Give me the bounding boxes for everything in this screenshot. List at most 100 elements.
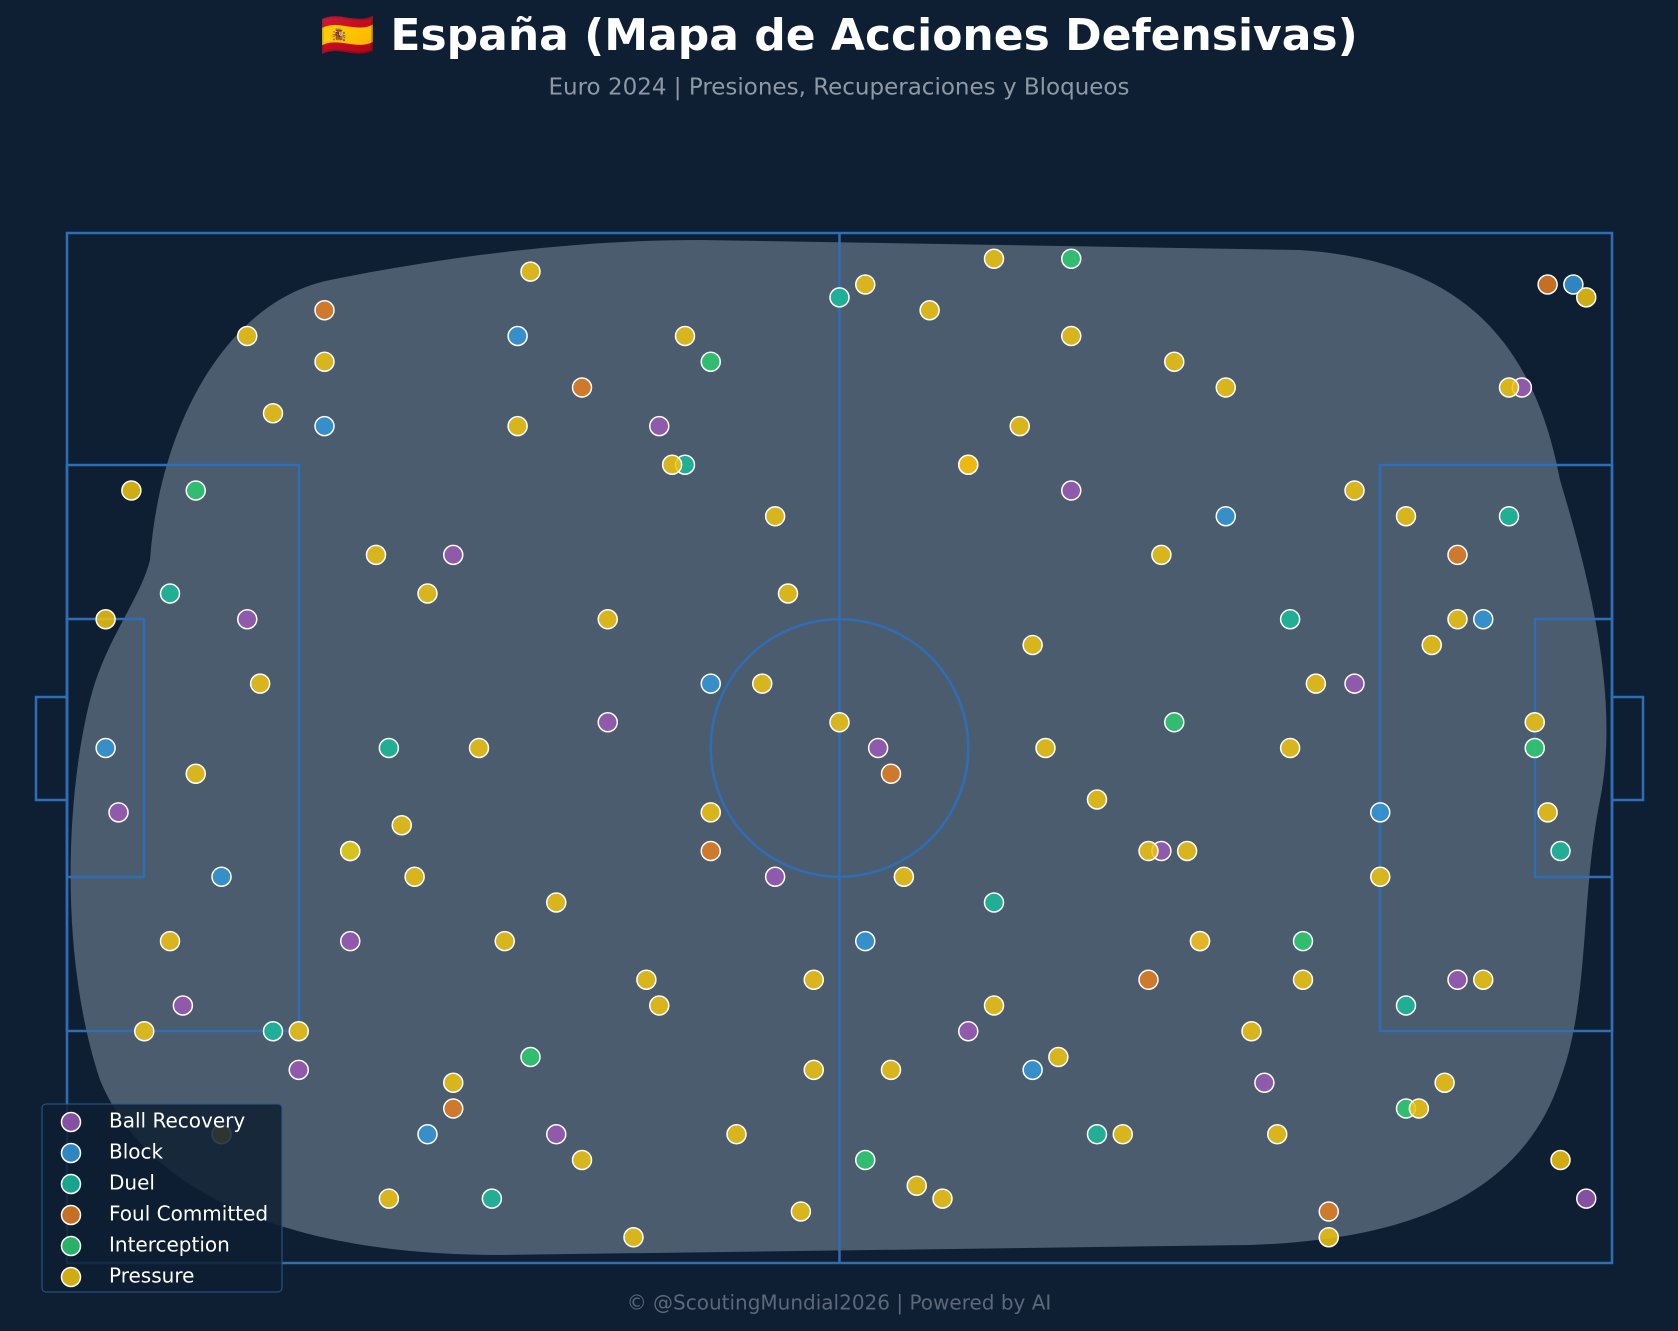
point [1318, 1227, 1339, 1248]
point [983, 892, 1005, 913]
legend-label: Pressure [109, 1264, 194, 1288]
point [803, 1059, 824, 1081]
point [571, 1149, 593, 1171]
point [1498, 506, 1520, 527]
point [867, 737, 889, 759]
point [1434, 1072, 1455, 1093]
point [1022, 1059, 1043, 1081]
point [108, 802, 129, 823]
legend-swatch [60, 1204, 82, 1226]
point [1176, 840, 1198, 862]
point [1550, 840, 1571, 862]
point [1061, 248, 1082, 269]
point [520, 1046, 541, 1068]
point [1267, 1124, 1288, 1145]
point [546, 892, 567, 913]
legend-label: Foul Committed [109, 1202, 268, 1226]
legend-swatch [60, 1142, 82, 1164]
point [507, 415, 528, 437]
point [404, 866, 425, 887]
point [1215, 506, 1236, 527]
point [417, 1124, 438, 1145]
point [906, 1175, 927, 1196]
point [1164, 351, 1185, 372]
point [790, 1201, 812, 1222]
point [1576, 1188, 1597, 1209]
legend-label: Block [109, 1140, 164, 1164]
point [340, 840, 361, 862]
point [1370, 802, 1391, 823]
point [185, 480, 206, 501]
point [1344, 673, 1365, 694]
point [1035, 737, 1056, 759]
point [262, 403, 284, 424]
point [391, 815, 412, 836]
point [700, 351, 721, 372]
point [880, 763, 902, 784]
point [159, 930, 181, 952]
point [855, 930, 876, 952]
point [1292, 969, 1314, 990]
point [95, 609, 116, 630]
point [855, 1149, 876, 1171]
point [1447, 609, 1468, 630]
point [1408, 1098, 1430, 1119]
point [649, 415, 670, 437]
point [803, 969, 824, 990]
point [378, 1188, 400, 1209]
legend-box [41, 1103, 283, 1293]
legend-swatch [60, 1111, 82, 1133]
legend-label: Duel [109, 1171, 155, 1195]
point [95, 737, 116, 759]
point [1279, 609, 1301, 630]
point [597, 712, 618, 733]
point [764, 866, 786, 887]
point [1537, 802, 1558, 823]
point [237, 325, 258, 347]
point [1447, 544, 1468, 566]
point [764, 506, 786, 527]
point [880, 1059, 902, 1081]
point [1061, 325, 1082, 347]
point [700, 673, 721, 694]
point [1112, 1124, 1133, 1145]
goal [1610, 695, 1645, 802]
point [481, 1188, 503, 1209]
point [649, 995, 670, 1016]
point [571, 377, 593, 398]
point [237, 609, 258, 630]
point [752, 673, 773, 694]
point [1421, 634, 1442, 656]
center-circle [709, 618, 970, 878]
point [983, 248, 1005, 269]
point [1086, 789, 1108, 810]
point [288, 1059, 309, 1081]
point [597, 609, 618, 630]
point [365, 544, 387, 566]
point [121, 480, 142, 501]
legend: Ball Recovery Block Duel Foul Committed Inte… [60, 1109, 268, 1288]
point [1524, 712, 1545, 733]
point [1292, 930, 1314, 952]
point [417, 583, 438, 604]
chart-title: 🇪🇸 España (Mapa de Acciones Defensivas) [320, 10, 1357, 61]
point [211, 866, 232, 887]
point [636, 969, 657, 990]
points [95, 248, 1597, 1248]
point [932, 1188, 953, 1209]
point [623, 1227, 644, 1248]
point [1254, 1072, 1275, 1093]
point [546, 1124, 567, 1145]
point [983, 995, 1005, 1016]
point [1395, 995, 1417, 1016]
point [314, 351, 335, 372]
point [1138, 840, 1159, 862]
point [1215, 377, 1236, 398]
point [1305, 673, 1327, 694]
legend-swatch [60, 1173, 82, 1195]
point [1061, 480, 1082, 501]
point [700, 802, 721, 823]
point [1151, 544, 1172, 566]
point [855, 274, 876, 295]
point [314, 415, 335, 437]
